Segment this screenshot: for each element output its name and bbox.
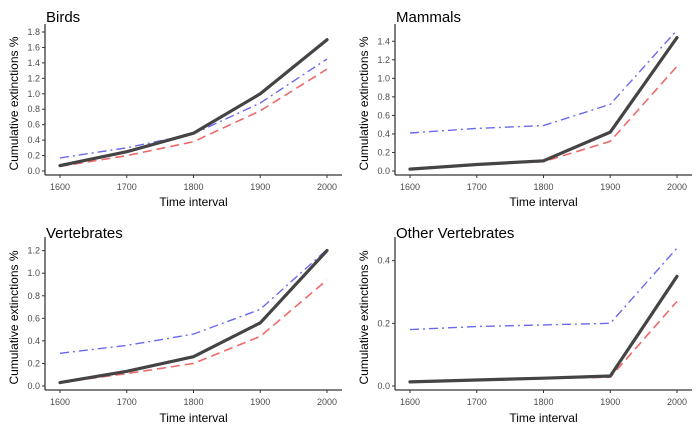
x-tick-label: 2000 [667, 397, 687, 407]
x-tick-label: 1700 [467, 182, 487, 192]
panel-title: Mammals [396, 9, 461, 26]
series-line-solid [58, 249, 329, 385]
x-tick-label: 1600 [50, 182, 70, 192]
y-tick-label: 0.6 [27, 120, 40, 130]
y-tick-label: 1.6 [27, 42, 40, 52]
x-tick-label: 1700 [117, 182, 137, 192]
y-tick-label: 0.4 [377, 129, 390, 139]
x-axis-title: Time interval [509, 195, 577, 209]
y-axis-title: Cumulative extinctions % [7, 250, 21, 384]
y-tick-label: 0.4 [27, 135, 40, 145]
series-line-solid [408, 274, 679, 384]
chart-panel-3: Other Vertebrates 0.0 0.2 0.4 1600 1700 1800 19… [357, 225, 692, 425]
series-line-dashdot [409, 247, 678, 331]
series-line-solid [58, 38, 329, 168]
y-tick-label: 0.2 [27, 151, 40, 161]
x-tick-label: 1800 [533, 397, 553, 407]
y-tick-label: 0.0 [27, 381, 40, 391]
y-tick-label: 0.0 [377, 166, 390, 176]
x-tick-label: 1800 [533, 182, 553, 192]
y-tick-label: 0.2 [27, 358, 40, 368]
y-tick-label: 0.8 [27, 104, 40, 114]
x-tick-label: 1600 [400, 397, 420, 407]
series-line-dashed [59, 68, 328, 168]
y-tick-label: 0.8 [377, 92, 390, 102]
x-tick-label: 1900 [250, 182, 270, 192]
x-tick-label: 1900 [250, 397, 270, 407]
y-tick-label: 1.8 [27, 27, 40, 37]
y-tick-label: 1.0 [27, 268, 40, 278]
series-line-solid [408, 35, 679, 171]
x-axis-title: Time interval [509, 411, 577, 425]
y-tick-label: 1.4 [27, 58, 40, 68]
x-axis-title: Time interval [159, 411, 227, 425]
x-tick-label: 1800 [183, 397, 203, 407]
y-tick-label: 1.0 [377, 73, 390, 83]
series-line-dashed [409, 65, 678, 170]
y-tick-label: 1.2 [377, 55, 390, 65]
x-axis-title: Time interval [159, 195, 227, 209]
panel-title: Vertebrates [46, 225, 123, 242]
series-line-dashdot [409, 29, 678, 134]
y-tick-label: 0.0 [27, 166, 40, 176]
y-tick-label: 0.4 [27, 336, 40, 346]
y-tick-label: 0.0 [377, 381, 390, 391]
x-tick-label: 2000 [317, 397, 337, 407]
y-tick-label: 0.8 [27, 291, 40, 301]
chart-panel-1: Mammals 0.0 0.2 0.4 0.6 0.8 1.0 1.2 1.4 1600 1700 1… [357, 9, 692, 209]
x-tick-label: 1900 [600, 397, 620, 407]
chart-panel-0: Birds 0.0 0.2 0.4 0.6 0.8 1.0 1.2 1.4 1.6 1.8 1600 1… [7, 9, 342, 209]
y-axis-title: Cumulative extinctions % [7, 36, 21, 170]
y-tick-label: 1.4 [377, 36, 390, 46]
y-tick-label: 0.2 [377, 147, 390, 157]
y-tick-label: 0.4 [377, 256, 390, 266]
y-tick-label: 1.2 [27, 246, 40, 256]
x-tick-label: 1600 [400, 182, 420, 192]
x-tick-label: 1800 [183, 182, 203, 192]
y-tick-label: 0.6 [27, 313, 40, 323]
x-tick-label: 1900 [600, 182, 620, 192]
y-tick-label: 0.6 [377, 110, 390, 120]
x-tick-label: 1700 [467, 397, 487, 407]
series-line-dashdot [59, 248, 328, 354]
panel-title: Other Vertebrates [396, 225, 514, 242]
y-axis-title: Cumulative extinctions % [357, 250, 371, 384]
chart-panel-2: Vertebrates 0.0 0.2 0.4 0.6 0.8 1.0 1.2 1600 1700… [7, 225, 342, 425]
y-tick-label: 1.0 [27, 89, 40, 99]
y-tick-label: 0.2 [377, 318, 390, 328]
x-tick-label: 2000 [317, 182, 337, 192]
x-tick-label: 1700 [117, 397, 137, 407]
series-line-dashed [409, 300, 678, 383]
y-axis-title: Cumulative extinctions % [357, 36, 371, 170]
panel-title: Birds [46, 9, 80, 26]
x-tick-label: 2000 [667, 182, 687, 192]
x-tick-label: 1600 [50, 397, 70, 407]
y-tick-label: 1.2 [27, 73, 40, 83]
